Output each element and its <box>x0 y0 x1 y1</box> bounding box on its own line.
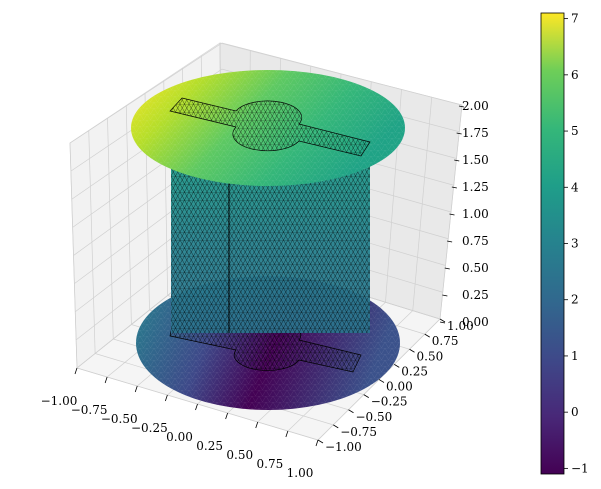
x-tick <box>255 421 259 429</box>
x-tick <box>225 412 229 420</box>
colorbar-tick-label: 3 <box>571 237 579 251</box>
z-tick <box>449 213 455 216</box>
x-tick-label: −0.50 <box>101 412 138 426</box>
y-tick-label: 1.00 <box>447 319 474 333</box>
y-tick <box>317 439 324 444</box>
x-tick <box>74 367 78 375</box>
colorbar-tick-label: 2 <box>571 293 579 307</box>
x-tick <box>285 430 289 438</box>
y-tick <box>333 424 339 429</box>
x-tick-label: 0.50 <box>226 448 253 462</box>
colorbar-tick-label: 1 <box>571 349 579 363</box>
colorbar-ticks: −1 0 1 2 3 4 5 6 7 <box>564 12 589 475</box>
x-tick <box>195 403 198 411</box>
y-grid-line <box>107 117 114 340</box>
x-tick <box>315 439 319 447</box>
x-tick <box>164 394 168 402</box>
y-tick-label: −1.00 <box>325 440 362 454</box>
x-grid-line <box>412 97 433 311</box>
y-tick-label: 0.25 <box>401 364 428 378</box>
y-tick-label: −0.50 <box>356 410 393 424</box>
z-tick <box>444 267 450 270</box>
x-tick <box>104 376 108 384</box>
y-grid-line <box>125 105 132 325</box>
y-tick-label: 0.00 <box>386 380 413 394</box>
y-tick <box>439 318 446 323</box>
z-tick <box>447 240 453 243</box>
colorbar-tick-label: 7 <box>571 12 579 26</box>
z-axis: 0.00 0.25 0.50 0.75 1.00 1.25 1.50 1.75 2.00 <box>439 99 489 329</box>
x-tick-label: −1.00 <box>41 394 78 408</box>
x-tick <box>134 385 138 393</box>
z-tick-label: 1.25 <box>462 180 489 194</box>
z-tick <box>439 321 446 324</box>
colorbar-tick-label: 0 <box>571 405 579 419</box>
z-tick-label: 1.50 <box>462 153 489 167</box>
x-tick-label: 1.00 <box>287 466 314 480</box>
colorbar-tick-label: 6 <box>571 68 579 82</box>
z-tick <box>442 294 448 297</box>
y-tick-label: 0.75 <box>432 334 459 348</box>
y-tick-label: −0.25 <box>371 395 408 409</box>
x-axis: −1.00−0.75−0.50−0.250.000.250.50 0.751.00 <box>41 367 319 480</box>
x-tick-label: −0.25 <box>131 421 168 435</box>
top-disc-surface <box>131 70 405 186</box>
colorbar-tick-label: 5 <box>571 124 579 138</box>
x-tick-label: 0.75 <box>257 457 284 471</box>
x-tick-label: 0.00 <box>166 430 193 444</box>
z-grid-line <box>69 42 463 144</box>
colorbar: −1 0 1 2 3 4 5 6 7 <box>540 12 589 475</box>
y-tick <box>378 379 385 383</box>
y-grid-line <box>69 142 78 369</box>
y-tick <box>394 364 400 368</box>
y-grid-line <box>88 130 96 354</box>
colorbar-tick-label: −1 <box>571 461 589 475</box>
top-slot-mesh <box>169 97 371 157</box>
y-tick <box>409 348 415 353</box>
z-tick-label: 1.75 <box>462 126 489 140</box>
colorbar-tick-label: 4 <box>571 180 579 194</box>
y-tick-label: 0.50 <box>417 349 444 363</box>
colorbar-gradient <box>540 12 565 475</box>
y-tick <box>348 409 354 414</box>
z-tick-label: 1.00 <box>462 207 489 221</box>
z-tick-label: 2.00 <box>462 99 489 113</box>
z-tick <box>451 186 457 189</box>
x-grid-line <box>439 104 463 320</box>
y-tick <box>424 333 430 338</box>
z-tick <box>454 159 460 162</box>
z-tick-label: 0.25 <box>462 288 489 302</box>
z-tick-label: 0.75 <box>462 234 489 248</box>
z-tick <box>458 105 465 108</box>
x-tick-label: −0.75 <box>71 403 108 417</box>
y-tick-label: −0.75 <box>340 425 377 439</box>
x-tick-label: 0.25 <box>196 439 223 453</box>
z-tick-label: 0.00 <box>462 315 489 329</box>
z-tick <box>456 132 462 135</box>
y-tick <box>363 394 369 398</box>
z-tick-label: 0.50 <box>462 261 489 275</box>
y-axis: −1.00−0.75−0.50−0.250.00 0.250.500.751.00 <box>317 318 474 454</box>
